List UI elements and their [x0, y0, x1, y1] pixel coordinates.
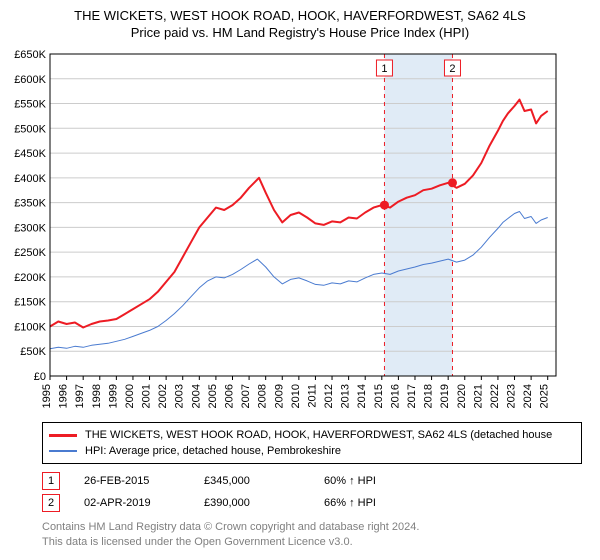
sale-date: 26-FEB-2015 — [84, 475, 204, 487]
y-tick-label: £250K — [14, 247, 46, 259]
x-tick-label: 2020 — [456, 384, 468, 408]
sale-price: £390,000 — [204, 497, 324, 509]
footer-line-1: Contains HM Land Registry data © Crown c… — [42, 520, 582, 535]
sale-pct: 60% ↑ HPI — [324, 475, 444, 487]
sale-price: £345,000 — [204, 475, 324, 487]
marker-label: 2 — [449, 63, 455, 75]
sale-date: 02-APR-2019 — [84, 497, 204, 509]
x-tick-label: 2011 — [306, 384, 318, 408]
chart-area: £0 £50K £100K £150K £200K £250K £300K £350K £400… — [8, 46, 568, 416]
y-tick-label: £450K — [14, 148, 46, 160]
y-tick-label: £600K — [14, 74, 46, 86]
x-tick-label: 2013 — [340, 384, 352, 408]
sale-number-box: 1 — [42, 472, 60, 490]
title-line-2: Price paid vs. HM Land Registry's House … — [0, 25, 600, 40]
x-tick-label: 2010 — [290, 384, 302, 408]
legend-swatch — [49, 434, 77, 437]
legend-label: THE WICKETS, WEST HOOK ROAD, HOOK, HAVER… — [85, 429, 552, 441]
x-tick-label: 2001 — [141, 384, 153, 408]
x-tick-label: 2015 — [373, 384, 385, 408]
x-tick-label: 2000 — [124, 384, 136, 408]
sales-table: 1 26-FEB-2015£345,00060% ↑ HPI 2 02-APR-201… — [42, 470, 582, 514]
y-tick-label: £350K — [14, 198, 46, 210]
legend-label: HPI: Average price, detached house, Pemb… — [85, 445, 341, 457]
x-tick-label: 2017 — [406, 384, 418, 408]
x-tick-label: 2024 — [522, 384, 534, 408]
sales-row: 1 26-FEB-2015£345,00060% ↑ HPI — [42, 470, 582, 492]
x-tick-label: 2006 — [223, 384, 235, 408]
legend-row: HPI: Average price, detached house, Pemb… — [49, 443, 575, 459]
x-tick-label: 2025 — [539, 384, 551, 408]
legend: THE WICKETS, WEST HOOK ROAD, HOOK, HAVER… — [42, 422, 582, 464]
x-tick-label: 2012 — [323, 384, 335, 408]
legend-row: THE WICKETS, WEST HOOK ROAD, HOOK, HAVER… — [49, 427, 575, 443]
legend-swatch — [49, 450, 77, 452]
x-tick-label: 1999 — [107, 384, 119, 408]
y-tick-label: £300K — [14, 222, 46, 234]
x-tick-label: 2016 — [389, 384, 401, 408]
x-tick-label: 2021 — [472, 384, 484, 408]
x-tick-label: 2002 — [157, 384, 169, 408]
sales-row: 2 02-APR-2019£390,00066% ↑ HPI — [42, 492, 582, 514]
y-tick-label: £150K — [14, 297, 46, 309]
y-tick-label: £0 — [34, 371, 46, 383]
series-line — [50, 100, 548, 328]
sale-pct: 66% ↑ HPI — [324, 497, 444, 509]
series-line — [50, 212, 548, 349]
x-tick-label: 2019 — [439, 384, 451, 408]
x-tick-label: 2023 — [506, 384, 518, 408]
x-tick-label: 2008 — [257, 384, 269, 408]
x-tick-label: 2003 — [174, 384, 186, 408]
y-tick-label: £650K — [14, 49, 46, 61]
marker-label: 1 — [381, 63, 387, 75]
x-tick-label: 1997 — [74, 384, 86, 408]
x-tick-label: 2014 — [356, 384, 368, 408]
y-tick-label: £400K — [14, 173, 46, 185]
x-tick-label: 2007 — [240, 384, 252, 408]
title-line-1: THE WICKETS, WEST HOOK ROAD, HOOK, HAVER… — [0, 8, 600, 23]
x-tick-label: 2018 — [423, 384, 435, 408]
footer-line-2: This data is licensed under the Open Gov… — [42, 535, 582, 550]
y-tick-label: £500K — [14, 123, 46, 135]
chart-titles: THE WICKETS, WEST HOOK ROAD, HOOK, HAVER… — [0, 0, 600, 40]
x-tick-label: 2004 — [190, 384, 202, 408]
footer: Contains HM Land Registry data © Crown c… — [42, 520, 582, 550]
x-tick-label: 2009 — [273, 384, 285, 408]
x-tick-label: 2005 — [207, 384, 219, 408]
y-tick-label: £200K — [14, 272, 46, 284]
y-tick-label: £550K — [14, 99, 46, 111]
x-tick-label: 2022 — [489, 384, 501, 408]
y-tick-label: £50K — [20, 346, 46, 358]
y-tick-label: £100K — [14, 321, 46, 333]
x-tick-label: 1996 — [58, 384, 70, 408]
sale-number-box: 2 — [42, 494, 60, 512]
x-tick-label: 1998 — [91, 384, 103, 408]
x-tick-label: 1995 — [41, 384, 53, 408]
